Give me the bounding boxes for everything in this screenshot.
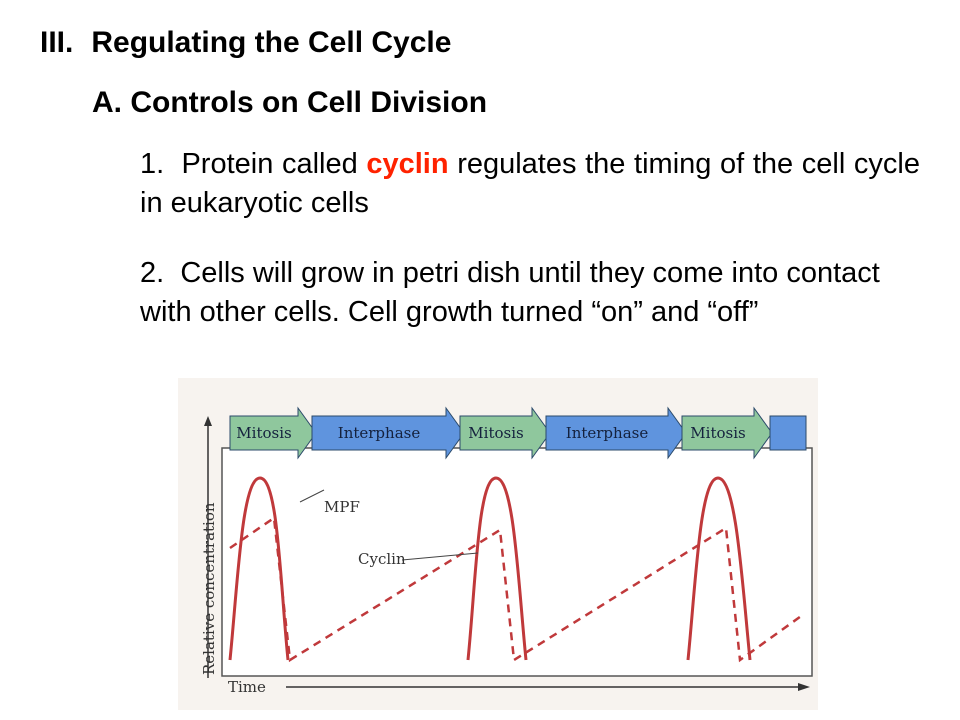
y-axis-arrowhead (204, 416, 212, 426)
phase-bar: Mitosis Interphase Mitosis Interphase Mitosi… (229, 406, 807, 460)
point-2: 2. Cells will grow in petri dish until t… (140, 254, 920, 332)
phase-label-mitosis: Mitosis (690, 424, 745, 442)
heading-number: III. (40, 26, 74, 59)
cyclin-sawtooth (229, 515, 805, 663)
point-1-text-before: Protein called (181, 148, 358, 180)
x-axis-arrowhead (798, 683, 810, 691)
phase-label-interphase: Interphase (338, 424, 421, 442)
point-2-number: 2. (140, 257, 165, 289)
cyclin-label: Cyclin (358, 550, 406, 568)
phase-arrow-mitosis (229, 406, 317, 460)
cyclin-highlight: cyclin (366, 148, 449, 180)
point-1-text-after: regulates the timing of the cell cycle i… (140, 148, 920, 219)
phase-label-mitosis: Mitosis (236, 424, 291, 442)
phase-arrow-mitosis (459, 406, 551, 460)
phase-label-interphase: Interphase (566, 424, 649, 442)
y-axis-label: Relative concentration (200, 502, 218, 675)
heading-title: Regulating the Cell Cycle (91, 26, 452, 59)
phase-arrow-interphase (311, 406, 465, 460)
cell-cycle-figure: Mitosis Interphase Mitosis Interphase Mitosi… (178, 378, 818, 710)
mpf-peak-3 (686, 476, 752, 661)
cyclin-leader-line (401, 552, 479, 561)
point-1: 1. Protein called cyclin regulates the t… (140, 145, 920, 223)
mpf-label: MPF (324, 498, 360, 516)
plot-area (221, 447, 813, 677)
mpf-peak-2 (466, 476, 528, 661)
phase-arrow-interphase (545, 406, 687, 460)
point-2-text: Cells will grow in petri dish until they… (140, 257, 880, 328)
phase-arrow-mitosis (681, 406, 773, 460)
slide-heading: III. Regulating the Cell Cycle (40, 26, 451, 60)
cyclin-curve (229, 515, 805, 663)
subheading: A. Controls on Cell Division (92, 86, 488, 119)
mpf-leader-line (299, 489, 325, 503)
phase-label-mitosis: Mitosis (468, 424, 523, 442)
cyclin-mpf-diagram: Mitosis Interphase Mitosis Interphase Mitosi… (178, 378, 818, 710)
x-axis-label: Time (228, 678, 266, 696)
point-1-number: 1. (140, 148, 165, 180)
phase-block-interphase-partial (769, 415, 807, 451)
